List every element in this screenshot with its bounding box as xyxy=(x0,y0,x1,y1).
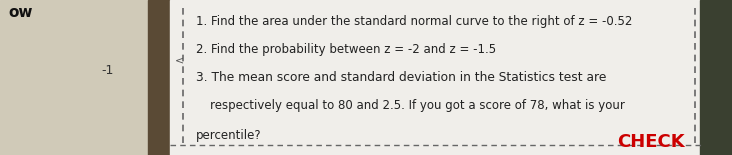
Text: ow: ow xyxy=(8,5,32,20)
Bar xyxy=(148,0,170,155)
Text: -1: -1 xyxy=(102,64,114,77)
Text: percentile?: percentile? xyxy=(196,129,261,142)
Text: CHECK: CHECK xyxy=(617,133,685,151)
Bar xyxy=(700,0,732,155)
Text: respectively equal to 80 and 2.5. If you got a score of 78, what is your: respectively equal to 80 and 2.5. If you… xyxy=(210,99,625,112)
Text: 1. Find the area under the standard normal curve to the right of z = -0.52: 1. Find the area under the standard norm… xyxy=(196,15,632,28)
Text: <: < xyxy=(175,55,184,65)
Text: 3. The mean score and standard deviation in the Statistics test are: 3. The mean score and standard deviation… xyxy=(196,71,606,84)
Text: 2. Find the probability between z = -2 and z = -1.5: 2. Find the probability between z = -2 a… xyxy=(196,43,496,56)
Bar xyxy=(0,0,148,155)
Bar xyxy=(170,0,700,155)
